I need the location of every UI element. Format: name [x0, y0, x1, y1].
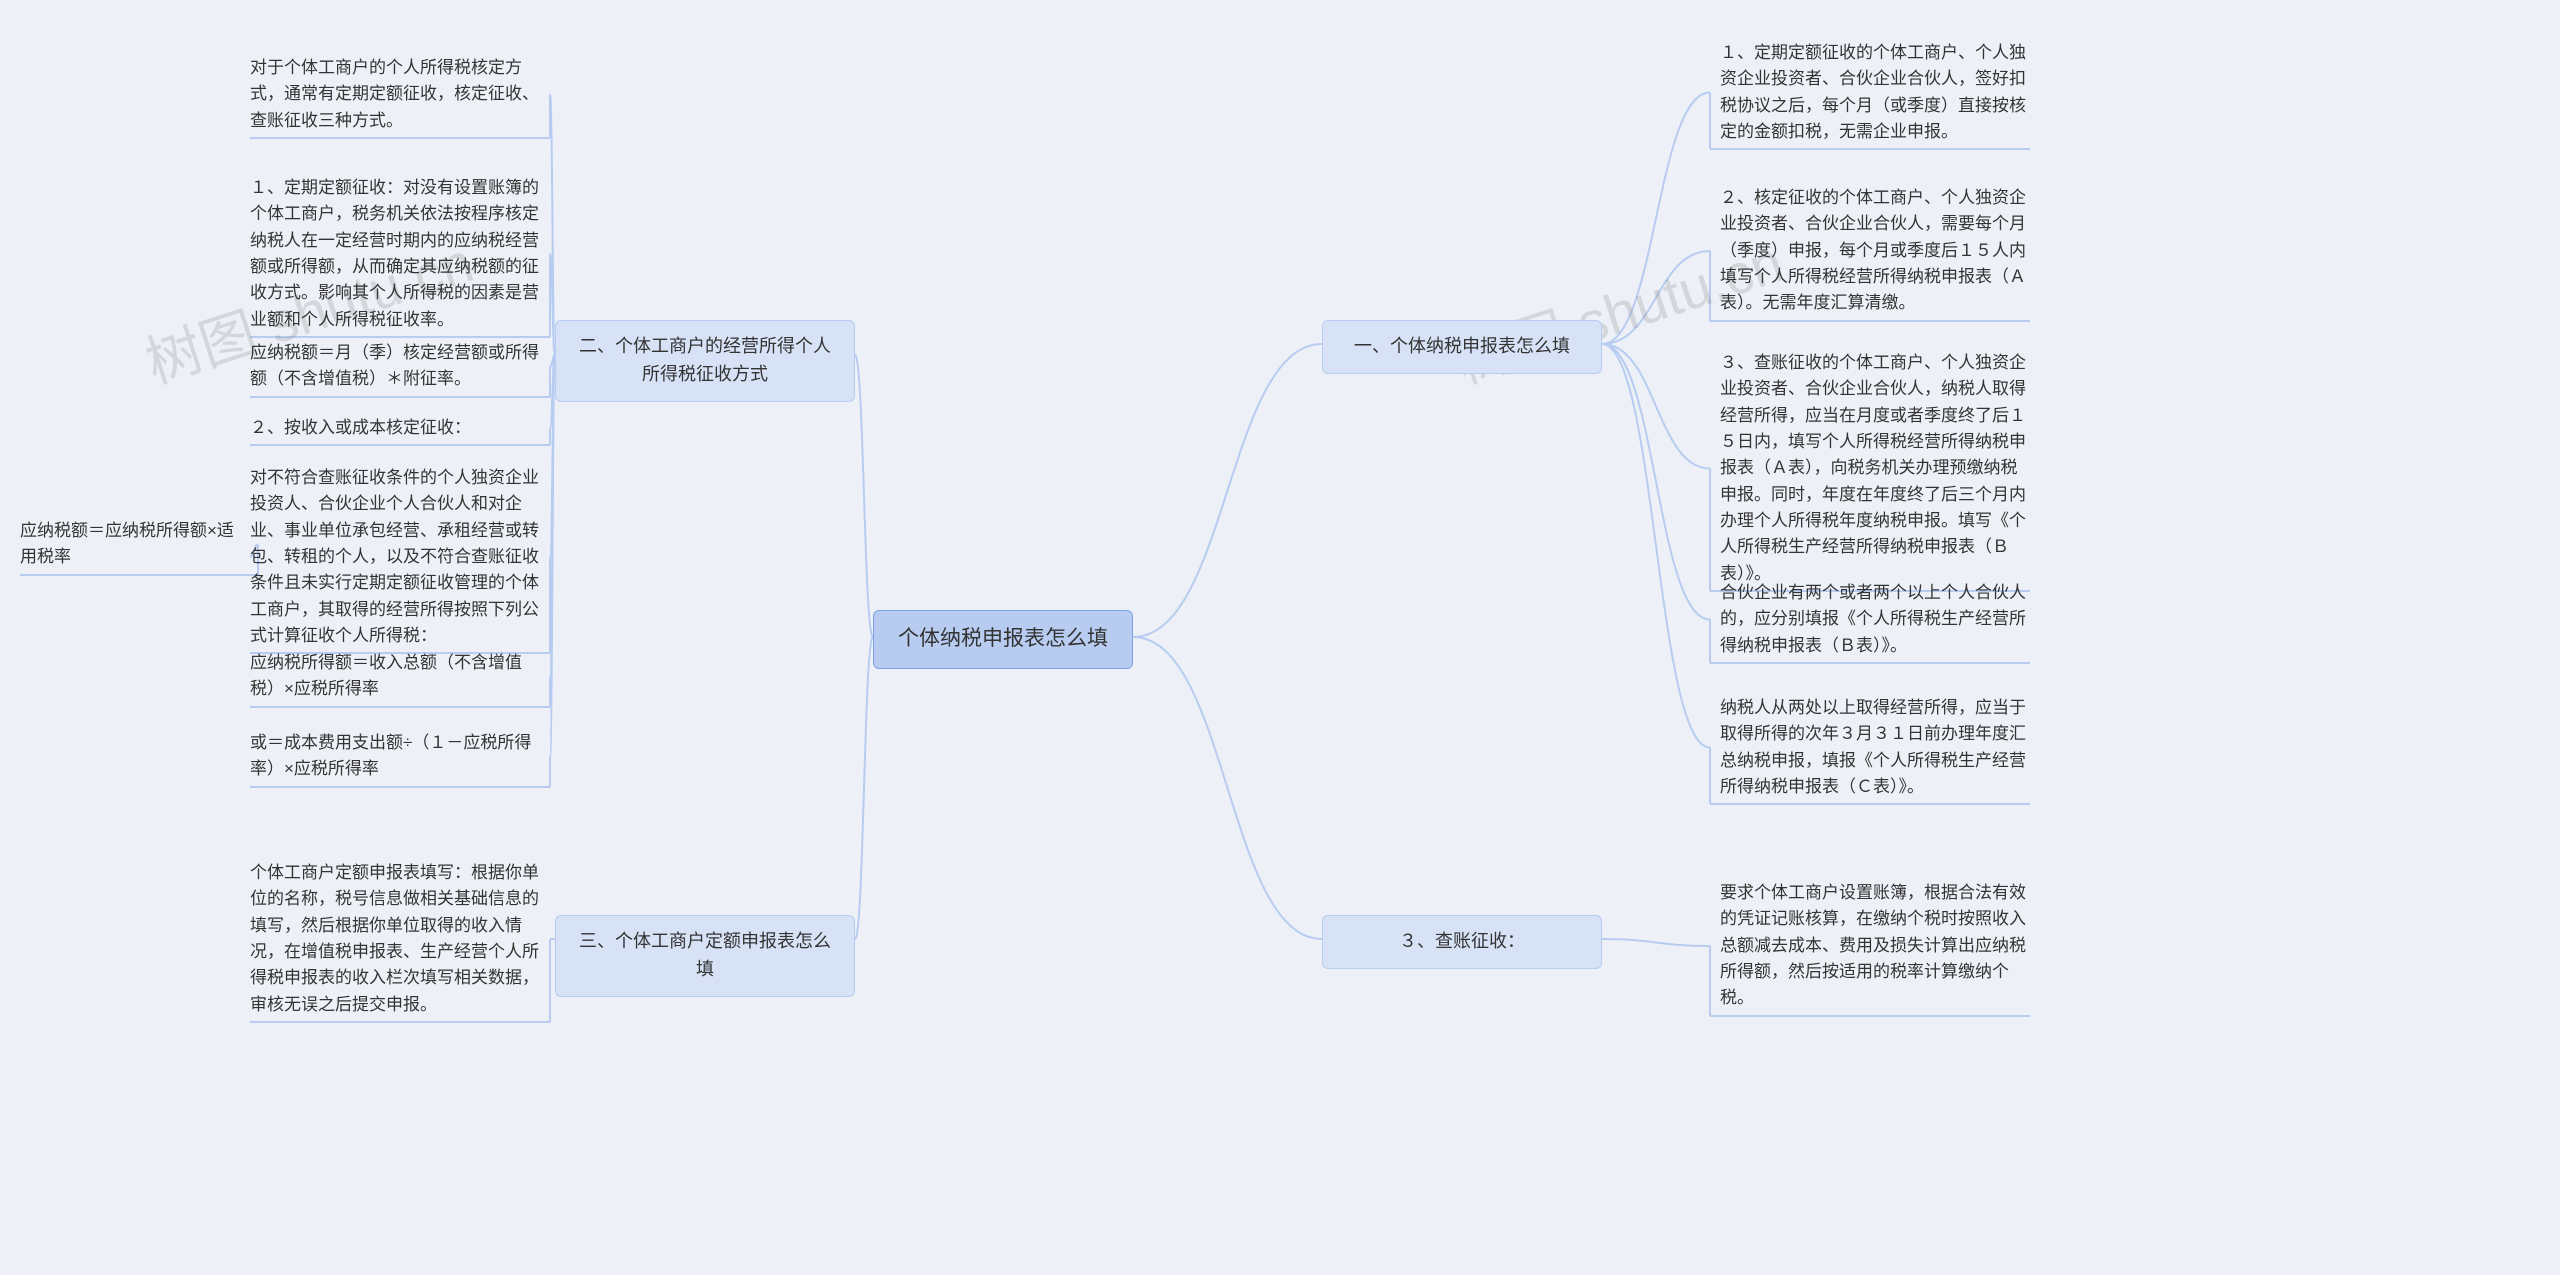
b4: 三、个体工商户定额申报表怎么填 [555, 915, 855, 997]
b2c4: ２、按收入或成本核定征收： [250, 415, 540, 441]
b2c1: 对于个体工商户的个人所得税核定方式，通常有定期定额征收，核定征收、查账征收三种方… [250, 55, 540, 134]
b1c1: １、定期定额征收的个体工商户、个人独资企业投资者、合伙企业合伙人，签好扣税协议之… [1720, 40, 2030, 145]
b2c6: 应纳税所得额＝收入总额（不含增值税）×应税所得率 [250, 650, 540, 703]
b1c3: ３、查账征收的个体工商户、个人独资企业投资者、合伙企业合伙人，纳税人取得经营所得… [1720, 350, 2030, 587]
b2c2: １、定期定额征收：对没有设置账簿的个体工商户，税务机关依法按程序核定纳税人在一定… [250, 175, 540, 333]
root-node: 个体纳税申报表怎么填 [873, 610, 1133, 669]
b2: 二、个体工商户的经营所得个人所得税征收方式 [555, 320, 855, 402]
b2c7: 或＝成本费用支出额÷（１－应税所得率）×应税所得率 [250, 730, 540, 783]
b1c5: 纳税人从两处以上取得经营所得，应当于取得所得的次年３月３１日前办理年度汇总纳税申… [1720, 695, 2030, 800]
b1: 一、个体纳税申报表怎么填 [1322, 320, 1602, 374]
b2c5a: 应纳税额＝应纳税所得额×适用税率 [20, 518, 250, 571]
b1c4: 合伙企业有两个或者两个以上个人合伙人的，应分别填报《个人所得税生产经营所得纳税申… [1720, 580, 2030, 659]
b2c3: 应纳税额＝月（季）核定经营额或所得额（不含增值税）＊附征率。 [250, 340, 540, 393]
b4c1: 个体工商户定额申报表填写：根据你单位的名称，税号信息做相关基础信息的填写，然后根… [250, 860, 540, 1018]
b3c1: 要求个体工商户设置账簿，根据合法有效的凭证记账核算，在缴纳个税时按照收入总额减去… [1720, 880, 2030, 1012]
b3: ３、查账征收： [1322, 915, 1602, 969]
b1c2: ２、核定征收的个体工商户、个人独资企业投资者、合伙企业合伙人，需要每个月（季度）… [1720, 185, 2030, 317]
b2c5: 对不符合查账征收条件的个人独资企业投资人、合伙企业个人合伙人和对企业、事业单位承… [250, 465, 540, 649]
